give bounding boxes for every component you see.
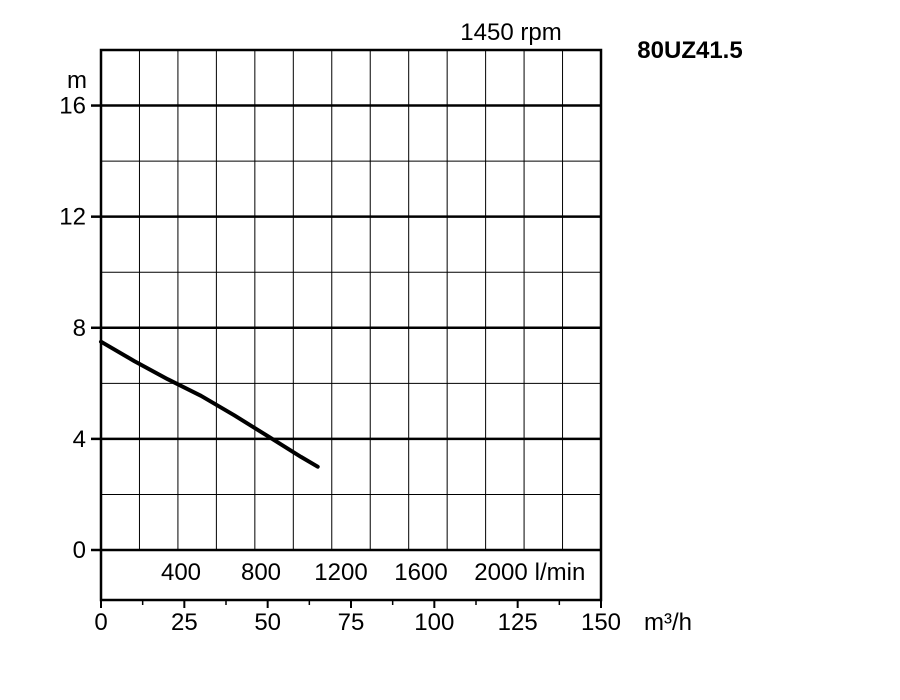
lpm-axis-unit: l/min [535, 559, 586, 586]
y-axis-tick-labels: 0 4 8 12 16 [59, 93, 101, 564]
lpm-tick-label: 400 [161, 559, 201, 586]
y-tick-label: 12 [59, 204, 86, 231]
grid-horizontal [101, 104, 601, 495]
lpm-axis-tick-labels: 400 800 1200 1600 2000 [161, 559, 528, 586]
lpm-tick-label: 1600 [394, 559, 447, 586]
head-flow-curve [99, 339, 320, 469]
grid-vertical [138, 50, 564, 550]
m3h-axis-unit: m³/h [644, 609, 692, 636]
m3h-axis-tick-labels: 0 25 50 75 100 125 150 [94, 609, 621, 636]
m3h-tick-label: 125 [498, 609, 538, 636]
lpm-tick-label: 1200 [314, 559, 367, 586]
m3h-tick-label: 150 [581, 609, 621, 636]
y-tick-label: 0 [73, 537, 86, 564]
m3h-tick-label: 75 [338, 609, 365, 636]
m3h-tick-label: 50 [254, 609, 281, 636]
m3h-tick-label: 25 [171, 609, 198, 636]
lpm-tick-label: 800 [241, 559, 281, 586]
lpm-tick-label: 2000 [474, 559, 527, 586]
speed-label: 1450 rpm [460, 19, 561, 46]
y-axis-unit: m [67, 67, 87, 94]
m3h-tick-label: 100 [414, 609, 454, 636]
y-tick-label: 16 [59, 93, 86, 120]
y-tick-label: 8 [73, 315, 86, 342]
m3h-tick-label: 0 [94, 609, 107, 636]
plot-frame [99, 48, 603, 602]
model-title: 80UZ41.5 [637, 37, 742, 64]
y-tick-label: 4 [73, 426, 86, 453]
m3h-axis-tick-marks [100, 600, 602, 608]
